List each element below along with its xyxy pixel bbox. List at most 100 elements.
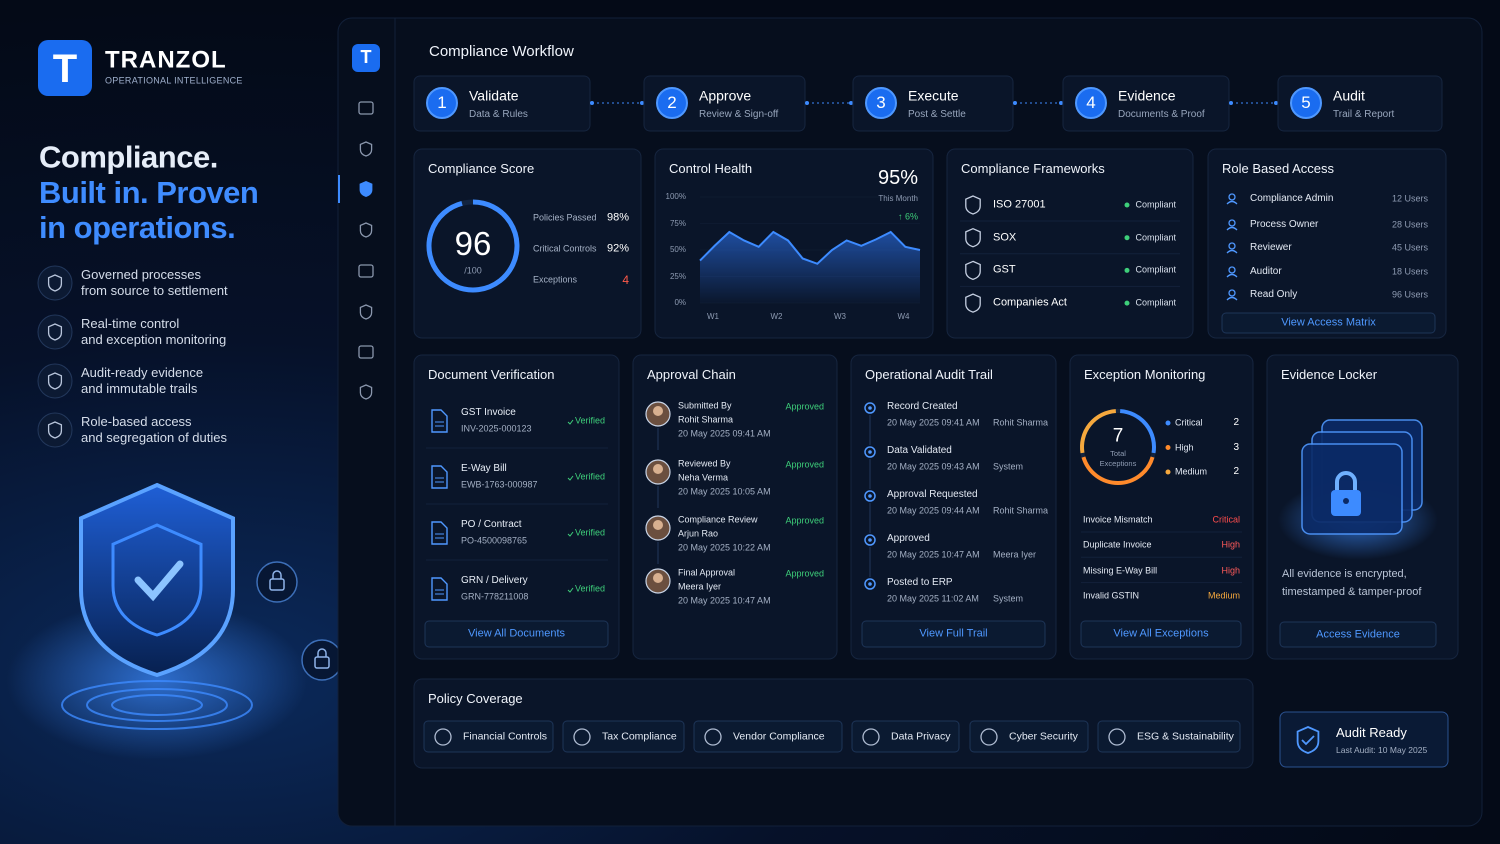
exception-arc <box>1080 409 1117 454</box>
legend-count: 3 <box>1233 441 1239 453</box>
legend-name: High <box>1175 442 1194 453</box>
chip-icon <box>434 728 452 746</box>
status-dot <box>1124 300 1130 306</box>
role-icon-body <box>1226 296 1238 301</box>
policy-label[interactable]: Cyber Security <box>1009 730 1078 743</box>
policy-label[interactable]: Data Privacy <box>891 730 951 743</box>
approval-step: Final Approval <box>678 567 736 578</box>
audit-ready-check <box>1301 735 1315 746</box>
role-users: 12 Users <box>1391 193 1428 204</box>
chip-icon <box>704 728 722 746</box>
area <box>700 231 920 303</box>
policy-chip[interactable] <box>562 720 685 753</box>
nav-icon[interactable] <box>359 222 373 238</box>
card-title: Compliance Score <box>428 161 535 177</box>
audit-ready-icon <box>1296 726 1320 754</box>
button-label[interactable]: View All Exceptions <box>1113 627 1209 640</box>
step-subtitle: Trail & Report <box>1333 109 1395 120</box>
button-label[interactable]: View Access Matrix <box>1281 316 1376 329</box>
avatar-face <box>653 464 663 474</box>
nav-icon[interactable] <box>358 101 374 115</box>
nav-glyph <box>359 222 373 238</box>
policy-chip[interactable] <box>693 720 843 753</box>
policy-chip[interactable] <box>969 720 1089 753</box>
button[interactable] <box>1221 312 1436 334</box>
legend-name: Medium <box>1175 466 1208 477</box>
nav-icon[interactable] <box>359 384 373 400</box>
framework-status: Compliant <box>1135 199 1176 210</box>
doc-icon <box>431 521 448 545</box>
doc-id: PO-4500098765 <box>461 535 528 546</box>
step-box <box>1062 75 1230 132</box>
metric-value: 92% <box>606 242 629 255</box>
card-title: Role Based Access <box>1222 161 1335 177</box>
feature-subtitle: from source to settlement <box>81 283 228 299</box>
framework-name: Companies Act <box>993 296 1067 309</box>
legend-dot <box>1165 420 1171 426</box>
feature-subtitle: and segregation of duties <box>81 430 227 446</box>
role-icon-body <box>1226 200 1238 205</box>
policy-label[interactable]: Tax Compliance <box>602 730 677 743</box>
legend-name: Critical <box>1175 417 1203 428</box>
feature-glyph <box>47 274 63 292</box>
trail-user: Rohit Sharma <box>993 505 1049 516</box>
audit-ready-title: Audit Ready <box>1336 725 1407 741</box>
framework-icon <box>965 227 981 248</box>
role-icon-body <box>1226 226 1238 231</box>
role-name: Compliance Admin <box>1250 193 1334 204</box>
connector-dot <box>1059 101 1063 105</box>
framework-icon <box>965 195 981 215</box>
button[interactable] <box>1080 620 1242 648</box>
role-icon <box>1228 242 1236 250</box>
feature-title: Role-based access <box>81 414 192 430</box>
nav-icon[interactable] <box>358 264 374 278</box>
nav-glyph <box>359 384 373 400</box>
nav-icon[interactable] <box>359 181 373 197</box>
role-users: 45 Users <box>1391 242 1428 253</box>
policy-label[interactable]: ESG & Sustainability <box>1137 730 1234 743</box>
nav-glyph <box>358 264 374 278</box>
verified-check <box>567 419 574 425</box>
trail-user: Rohit Sharma <box>993 417 1049 428</box>
step-box <box>852 75 1014 132</box>
nav-active <box>338 175 340 203</box>
button[interactable] <box>424 620 609 648</box>
y-tick-label: 75% <box>669 218 686 228</box>
trail-date: 20 May 2025 10:47 AM <box>887 549 980 560</box>
connector-dot <box>805 101 809 105</box>
step-number: 1 <box>437 92 447 112</box>
lock-body <box>269 578 285 591</box>
button[interactable] <box>1279 621 1437 648</box>
button[interactable] <box>861 620 1046 648</box>
trail-date: 20 May 2025 09:41 AM <box>887 417 980 428</box>
feature-title: Governed processes <box>81 267 201 283</box>
step-box <box>1277 75 1443 132</box>
keyhole <box>1343 498 1349 504</box>
policy-label[interactable]: Financial Controls <box>463 730 548 743</box>
doc-id: GRN-778211008 <box>461 591 529 602</box>
metric-label: Exceptions <box>533 274 578 285</box>
trail-dot-core <box>868 582 872 586</box>
approval-status: Approved <box>785 515 824 526</box>
policy-label[interactable]: Vendor Compliance <box>733 730 825 743</box>
connector-dot <box>1274 101 1278 105</box>
button-label[interactable]: View All Documents <box>467 627 566 640</box>
sidebar-logo-letter: T <box>360 47 372 68</box>
nav-icon[interactable] <box>359 141 373 157</box>
chip-icon <box>573 728 591 746</box>
logo-box <box>38 40 92 96</box>
policy-chip[interactable] <box>423 720 554 753</box>
trail-event: Data Validated <box>887 445 952 456</box>
nav-icon[interactable] <box>358 345 374 359</box>
nav-icon[interactable] <box>359 304 373 320</box>
lock-shackle <box>1335 471 1357 490</box>
button-label[interactable]: Access Evidence <box>1316 627 1400 640</box>
approval-status: Approved <box>785 459 824 470</box>
approval-step: Submitted By <box>678 400 732 411</box>
section-title: Compliance Workflow <box>429 43 574 60</box>
policy-chip[interactable] <box>1097 720 1241 753</box>
exception-level: High <box>1221 565 1240 576</box>
button-label[interactable]: View Full Trail <box>919 627 988 640</box>
policy-chip[interactable] <box>851 720 960 753</box>
step-circle <box>865 87 897 119</box>
